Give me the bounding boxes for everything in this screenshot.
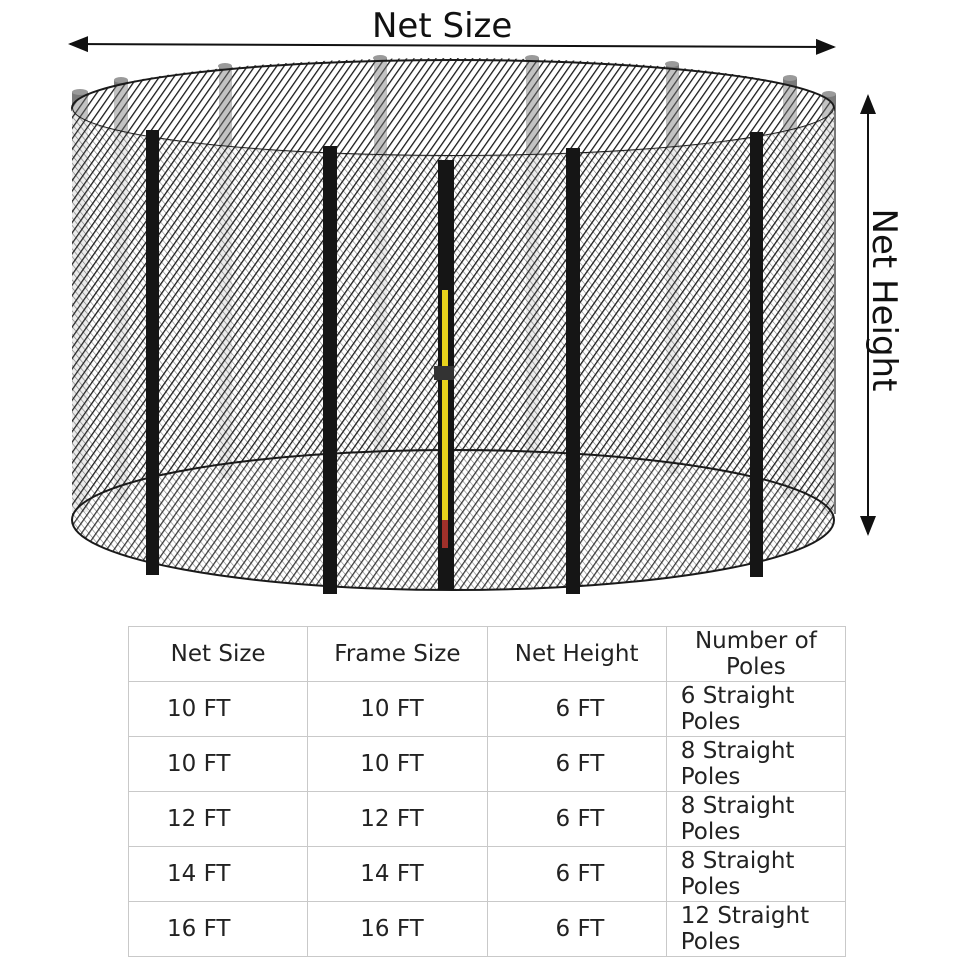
cell-net-size: 12 FT	[127, 791, 309, 847]
header-frame-size: Frame Size	[307, 626, 488, 682]
size-spec-table: Net Size Frame Size Net Height Number of…	[127, 626, 847, 957]
trampoline-net-illustration: Net Size Net Height	[68, 6, 904, 594]
header-number-of-poles: Number of Poles	[665, 626, 847, 682]
cell-net-size: 10 FT	[127, 736, 309, 792]
cell-net-height: 6 FT	[486, 736, 667, 792]
table-row: 10 FT 10 FT 6 FT 8 Straight Poles	[127, 736, 847, 792]
front-pole	[750, 132, 763, 577]
net-size-label: Net Size	[372, 6, 513, 46]
table-row: 12 FT 12 FT 6 FT 8 Straight Poles	[127, 791, 847, 847]
front-pole	[323, 146, 337, 594]
cell-net-height: 6 FT	[486, 681, 667, 737]
cell-poles: 8 Straight Poles	[665, 846, 847, 902]
cell-net-size: 16 FT	[127, 901, 309, 957]
cell-poles: 8 Straight Poles	[665, 736, 847, 792]
cell-frame-size: 10 FT	[307, 736, 488, 792]
net-height-label: Net Height	[864, 208, 904, 392]
table-row: 16 FT 16 FT 6 FT 12 Straight Poles	[127, 901, 847, 957]
cell-poles: 8 Straight Poles	[665, 791, 847, 847]
cell-net-size: 14 FT	[127, 846, 309, 902]
cell-net-size: 10 FT	[127, 681, 309, 737]
front-pole	[146, 130, 159, 575]
net-top-rim	[72, 60, 834, 156]
net-drawing	[68, 36, 876, 594]
header-net-size: Net Size	[127, 626, 309, 682]
table-header-row: Net Size Frame Size Net Height Number of…	[127, 626, 847, 682]
zipper	[434, 290, 454, 548]
cell-net-height: 6 FT	[486, 846, 667, 902]
net-size-arrow	[68, 36, 836, 55]
cell-frame-size: 12 FT	[307, 791, 488, 847]
table-row: 10 FT 10 FT 6 FT 6 Straight Poles	[127, 681, 847, 737]
cell-frame-size: 10 FT	[307, 681, 488, 737]
cell-frame-size: 16 FT	[307, 901, 488, 957]
front-pole	[566, 148, 580, 594]
cell-frame-size: 14 FT	[307, 846, 488, 902]
zipper-pull	[434, 366, 454, 380]
cell-poles: 6 Straight Poles	[665, 681, 847, 737]
header-net-height: Net Height	[486, 626, 667, 682]
cell-net-height: 6 FT	[486, 901, 667, 957]
cell-poles: 12 Straight Poles	[665, 901, 847, 957]
table-row: 14 FT 14 FT 6 FT 8 Straight Poles	[127, 846, 847, 902]
cell-net-height: 6 FT	[486, 791, 667, 847]
